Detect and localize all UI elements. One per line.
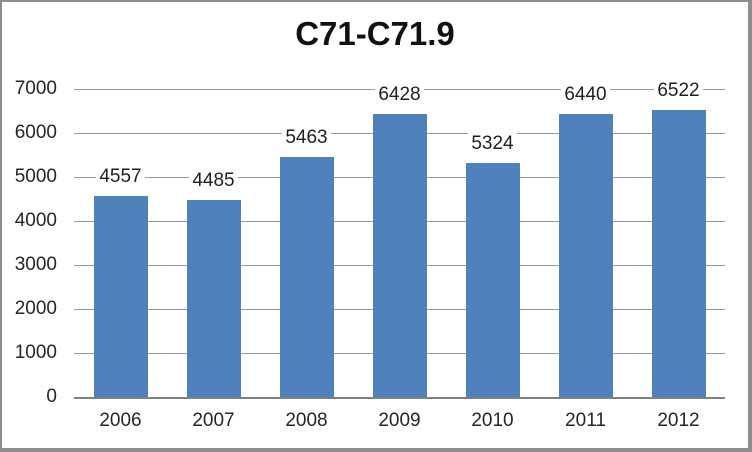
data-label-2012: 6522	[632, 80, 725, 102]
y-tick-label: 4000	[14, 210, 57, 231]
bar-2011	[559, 114, 613, 397]
y-tick-label: 0	[46, 386, 57, 407]
x-tick-label-2010: 2010	[471, 410, 514, 431]
x-tick-label-2008: 2008	[285, 410, 328, 431]
bar-2007	[187, 200, 241, 397]
data-label-2011: 6440	[539, 84, 632, 106]
x-tick-label-2009: 2009	[378, 410, 421, 431]
bar-2006	[94, 196, 148, 397]
data-label-2008: 5463	[260, 127, 353, 149]
data-label-2009: 6428	[353, 84, 446, 106]
x-tick-label-2007: 2007	[192, 410, 235, 431]
bar-2010	[466, 163, 520, 397]
y-tick-label: 7000	[14, 78, 57, 99]
x-tick-label-2011: 2011	[565, 410, 606, 431]
bar-2009	[373, 114, 427, 397]
x-axis-line	[74, 397, 725, 399]
y-tick-label: 2000	[14, 298, 57, 319]
chart-title: C71-C71.9	[295, 15, 455, 52]
data-label-2010: 5324	[446, 133, 539, 155]
y-tick-label: 6000	[14, 122, 57, 143]
y-tick-label: 1000	[14, 342, 57, 363]
bar-2012	[652, 110, 706, 397]
data-label-2006: 4557	[74, 166, 167, 188]
plot-area	[74, 89, 725, 399]
bar-2008	[280, 157, 334, 397]
x-tick-label-2012: 2012	[657, 410, 700, 431]
x-tick-label-2006: 2006	[99, 410, 142, 431]
y-tick-label: 5000	[14, 166, 57, 187]
y-tick-label: 3000	[14, 254, 57, 275]
data-label-2007: 4485	[167, 170, 260, 192]
